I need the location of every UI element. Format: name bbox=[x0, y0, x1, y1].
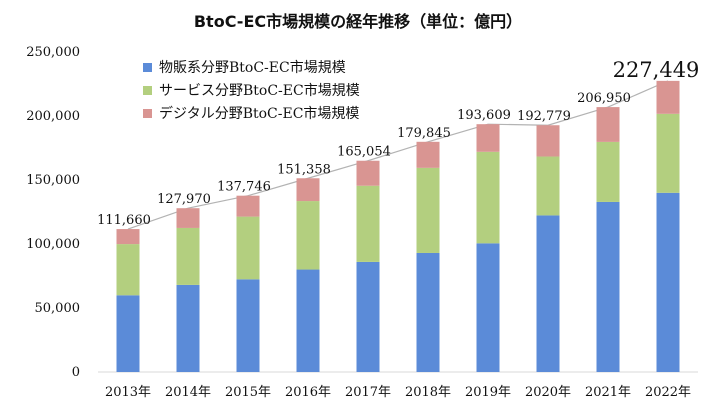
bar-segment-series-3 bbox=[236, 195, 260, 217]
bar-segment-series-3 bbox=[296, 178, 320, 202]
bar-segment-series-2 bbox=[356, 185, 380, 262]
trend-line bbox=[127, 80, 669, 230]
bar-segment-series-2 bbox=[416, 167, 440, 253]
bar-segment-series-1 bbox=[596, 201, 620, 372]
x-tick-label: 2013年 bbox=[105, 385, 151, 400]
bar-segment-series-2 bbox=[656, 113, 680, 193]
x-tick-label: 2022年 bbox=[645, 385, 691, 400]
x-tick-label: 2017年 bbox=[345, 385, 391, 400]
bar-segment-series-1 bbox=[176, 284, 200, 372]
chart-title: BtoC-EC市場規模の経年推移（単位：億円） bbox=[194, 12, 522, 31]
total-labels: 111,660 127,970 137,746 151,358 165,054 179,8… bbox=[97, 58, 699, 228]
y-tick-label: 250,000 bbox=[26, 45, 80, 60]
bar-segment-series-1 bbox=[656, 192, 680, 372]
bar-segment-series-2 bbox=[116, 244, 140, 296]
total-label: 137,746 bbox=[217, 180, 271, 195]
y-tick-label: 0 bbox=[72, 365, 80, 380]
bar-segment-series-2 bbox=[296, 201, 320, 270]
y-tick-label: 200,000 bbox=[26, 109, 80, 124]
legend-label: サービス分野BtoC-EC市場規模 bbox=[159, 82, 360, 99]
legend-swatch bbox=[143, 86, 152, 95]
bar-segment-series-2 bbox=[596, 141, 620, 202]
bar-segment-series-3 bbox=[656, 80, 680, 114]
total-label: 127,970 bbox=[157, 192, 211, 207]
y-tick-label: 100,000 bbox=[26, 237, 80, 252]
x-tick-label: 2019年 bbox=[465, 385, 511, 400]
bar-segment-series-1 bbox=[536, 215, 560, 372]
bar-segment-series-2 bbox=[176, 227, 200, 285]
legend: 物販系分野BtoC-EC市場規模サービス分野BtoC-EC市場規模デジタル分野B… bbox=[143, 59, 360, 122]
legend-swatch bbox=[143, 63, 152, 72]
bar-segment-series-3 bbox=[416, 141, 440, 168]
bar-segment-series-1 bbox=[296, 269, 320, 372]
bar-segment-series-3 bbox=[536, 125, 560, 157]
x-axis: 2013年 2014年 2015年 2016年 2017年 2018年 2019年 2020年… bbox=[105, 385, 691, 400]
x-tick-label: 2014年 bbox=[165, 385, 211, 400]
x-tick-label: 2021年 bbox=[585, 385, 631, 400]
bar-segment-series-3 bbox=[176, 208, 200, 228]
legend-swatch bbox=[143, 109, 152, 118]
x-tick-label: 2020年 bbox=[525, 385, 571, 400]
total-label: 111,660 bbox=[97, 213, 151, 228]
bar-segment-series-1 bbox=[116, 295, 140, 372]
bar-segment-series-1 bbox=[236, 279, 260, 372]
total-label: 179,845 bbox=[397, 126, 451, 141]
legend-label: 物販系分野BtoC-EC市場規模 bbox=[159, 59, 346, 76]
bar-segment-series-3 bbox=[476, 124, 500, 152]
x-tick-label: 2016年 bbox=[285, 385, 331, 400]
total-label: 192,779 bbox=[517, 109, 571, 124]
total-label: 206,950 bbox=[577, 91, 631, 106]
y-tick-label: 50,000 bbox=[35, 301, 81, 316]
bar-segment-series-1 bbox=[476, 243, 500, 372]
bar-segment-series-1 bbox=[416, 252, 440, 372]
bar-segment-series-1 bbox=[356, 261, 380, 372]
total-label: 193,609 bbox=[457, 108, 511, 123]
bar-segment-series-2 bbox=[536, 156, 560, 216]
total-label: 165,054 bbox=[337, 145, 391, 160]
legend-label: デジタル分野BtoC-EC市場規模 bbox=[159, 105, 359, 122]
y-axis: 0 50,000 100,000 150,000 200,000 250,000 bbox=[26, 45, 80, 380]
total-label: 227,449 bbox=[613, 58, 700, 82]
bars bbox=[116, 80, 680, 372]
bar-segment-series-2 bbox=[236, 216, 260, 280]
y-tick-label: 150,000 bbox=[26, 173, 80, 188]
x-tick-label: 2015年 bbox=[225, 385, 271, 400]
total-trend-line bbox=[127, 80, 669, 230]
total-label: 151,358 bbox=[277, 162, 331, 177]
bar-segment-series-3 bbox=[596, 107, 620, 142]
bar-segment-series-2 bbox=[476, 151, 500, 244]
bar-segment-series-3 bbox=[356, 160, 380, 186]
bar-segment-series-3 bbox=[116, 229, 140, 245]
x-tick-label: 2018年 bbox=[405, 385, 451, 400]
